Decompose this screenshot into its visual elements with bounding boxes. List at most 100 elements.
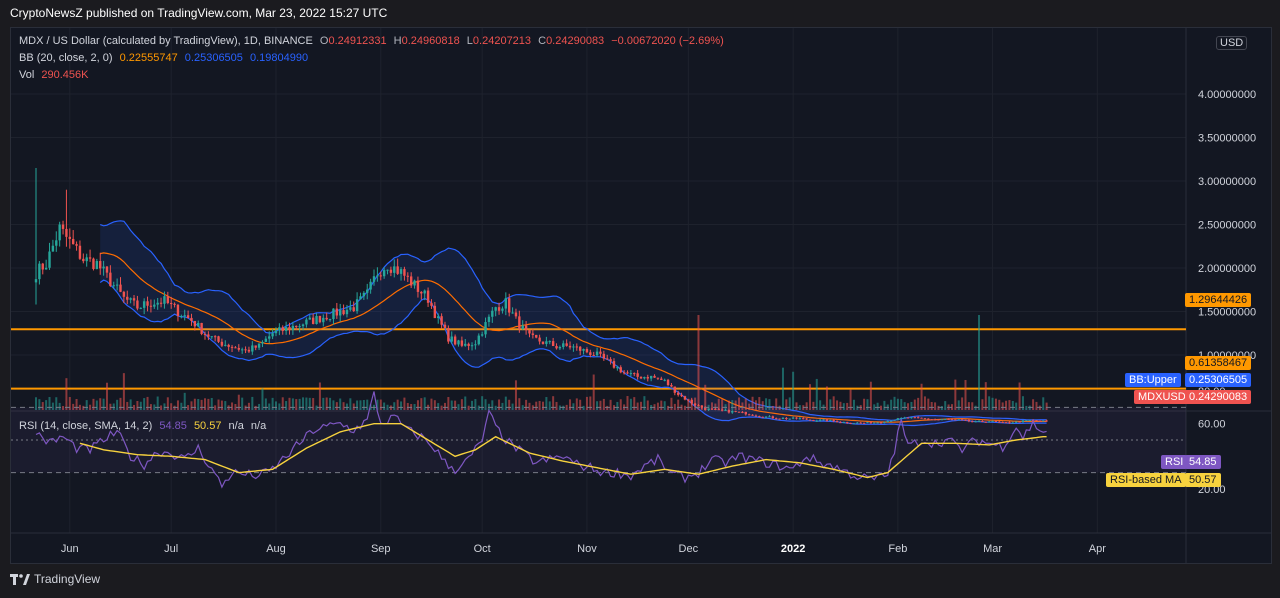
volume-bar <box>660 400 663 410</box>
bb-lower-line <box>99 279 1047 427</box>
volume-bar <box>923 396 926 410</box>
candle-body <box>142 301 146 308</box>
volume-bar <box>589 396 592 410</box>
volume-bar <box>866 399 869 410</box>
candle-body <box>433 305 437 319</box>
volume-bar <box>420 398 423 410</box>
volume-bar <box>572 403 575 410</box>
candle-body <box>731 410 734 413</box>
candle-body <box>612 361 616 368</box>
volume-bar <box>224 401 227 410</box>
bb-fill <box>100 220 1047 426</box>
candle-body <box>183 315 186 317</box>
volume-bar <box>210 397 213 410</box>
volume-bar <box>400 401 403 410</box>
candle-body <box>119 284 122 292</box>
candle-body <box>406 275 409 277</box>
volume-bar <box>494 405 497 410</box>
volume-bar <box>48 397 51 410</box>
volume-bar <box>65 378 68 410</box>
volume-bar <box>51 402 54 410</box>
volume-bar <box>285 401 288 410</box>
candle-body <box>565 343 568 346</box>
candle-body <box>751 414 754 416</box>
chart-canvas[interactable]: 4.00000000 3.50000000 3.00000000 2.50000000… <box>11 28 1271 563</box>
candle-body <box>480 334 484 336</box>
candle-body <box>578 346 582 351</box>
volume-bar <box>957 400 960 410</box>
candle-body <box>318 315 322 323</box>
volume-bar <box>900 399 903 410</box>
candle-body <box>960 419 964 421</box>
volume-bar <box>271 397 274 410</box>
candle-body <box>677 392 680 395</box>
candle-body <box>798 418 802 420</box>
candle-body <box>146 301 149 306</box>
volume-bar <box>758 397 761 410</box>
candle-body <box>234 347 237 349</box>
candle-body <box>707 408 710 411</box>
candle-body <box>913 417 916 419</box>
candle-body <box>781 417 785 419</box>
candle-body <box>599 351 602 354</box>
candle-body <box>78 245 82 259</box>
candle-body <box>288 327 291 331</box>
volume-bar <box>342 402 345 410</box>
candle-body <box>220 341 224 346</box>
volume-bar <box>565 404 568 410</box>
volume-bar <box>917 397 920 410</box>
volume-bar <box>99 398 102 410</box>
volume-bar <box>771 405 774 410</box>
candle-body <box>815 420 818 422</box>
volume-bar <box>643 396 646 410</box>
candle-body <box>1028 420 1031 422</box>
candle-body <box>551 341 555 346</box>
volume-bar <box>62 405 65 410</box>
volume-bar <box>545 397 548 410</box>
volume-bar <box>85 400 88 410</box>
candle-body <box>832 419 835 422</box>
footer[interactable]: TradingView <box>10 572 100 586</box>
volume-bar <box>896 398 899 410</box>
volume-bar <box>781 367 784 410</box>
volume-bar <box>379 399 382 410</box>
bb-label: BB (20, close, 2, 0) <box>19 52 113 64</box>
candle-body <box>139 307 142 309</box>
candle-body <box>173 303 176 305</box>
candle-body <box>166 296 170 304</box>
volume-bar <box>538 400 541 410</box>
volume-bar <box>612 405 615 410</box>
candle-body <box>71 238 75 245</box>
candle-body <box>896 418 900 420</box>
volume-bar <box>525 399 528 410</box>
volume-bar <box>903 402 906 410</box>
candle-body <box>626 372 629 374</box>
volume-bar <box>795 402 798 410</box>
candle-body <box>105 266 109 273</box>
candle-body <box>660 378 663 380</box>
time-tick-label: Nov <box>577 543 597 555</box>
candle-body <box>332 308 335 320</box>
volume-bar <box>890 399 893 410</box>
volume-bar <box>207 398 210 410</box>
volume-bar <box>75 399 78 410</box>
candle-body <box>869 422 873 424</box>
candle-body <box>859 422 862 424</box>
volume-bar <box>998 399 1001 410</box>
currency-button[interactable]: USD <box>1216 36 1248 50</box>
candle-body <box>372 276 376 282</box>
volume-bar <box>180 402 183 410</box>
chart-frame[interactable]: 4.00000000 3.50000000 3.00000000 2.50000000… <box>10 27 1272 564</box>
candle-body <box>207 334 210 337</box>
candle-body <box>839 422 842 424</box>
volume-bar <box>978 315 981 410</box>
volume-bar <box>626 396 629 410</box>
candle-body <box>109 272 112 286</box>
candle-body <box>413 280 416 286</box>
candle-body <box>687 399 690 401</box>
candle-body <box>457 340 460 345</box>
candle-body <box>656 377 660 379</box>
candle-body <box>68 236 71 239</box>
candle-body <box>639 376 643 379</box>
candle-body <box>423 290 426 294</box>
